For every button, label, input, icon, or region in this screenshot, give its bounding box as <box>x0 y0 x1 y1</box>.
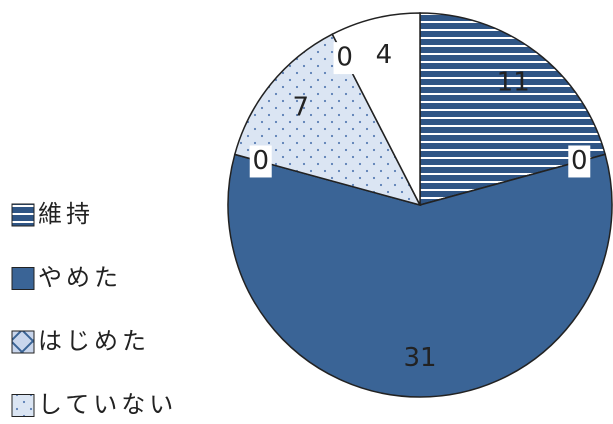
value-label: 0 <box>571 146 588 176</box>
pie-slice <box>233 33 422 207</box>
value-label: 0 <box>336 43 353 73</box>
label-bg <box>333 42 356 75</box>
value-label: 4 <box>376 40 393 70</box>
legend-label: やめた <box>38 264 122 292</box>
legend-swatch <box>11 203 35 227</box>
legend-label: していない <box>38 391 177 419</box>
label-bg <box>568 145 591 178</box>
value-label: 7 <box>292 93 309 123</box>
label-bg <box>249 145 272 178</box>
value-label: 11 <box>497 67 530 97</box>
value-label: 31 <box>403 343 436 373</box>
legend-swatch <box>11 330 35 354</box>
legend-swatch <box>11 267 35 290</box>
legend-swatch <box>11 394 35 417</box>
value-label: 0 <box>252 146 269 176</box>
pie-slice <box>227 153 613 398</box>
legend-label: 維持 <box>38 200 94 228</box>
pie-slice <box>419 12 607 206</box>
legend-label: はじめた <box>38 327 150 355</box>
